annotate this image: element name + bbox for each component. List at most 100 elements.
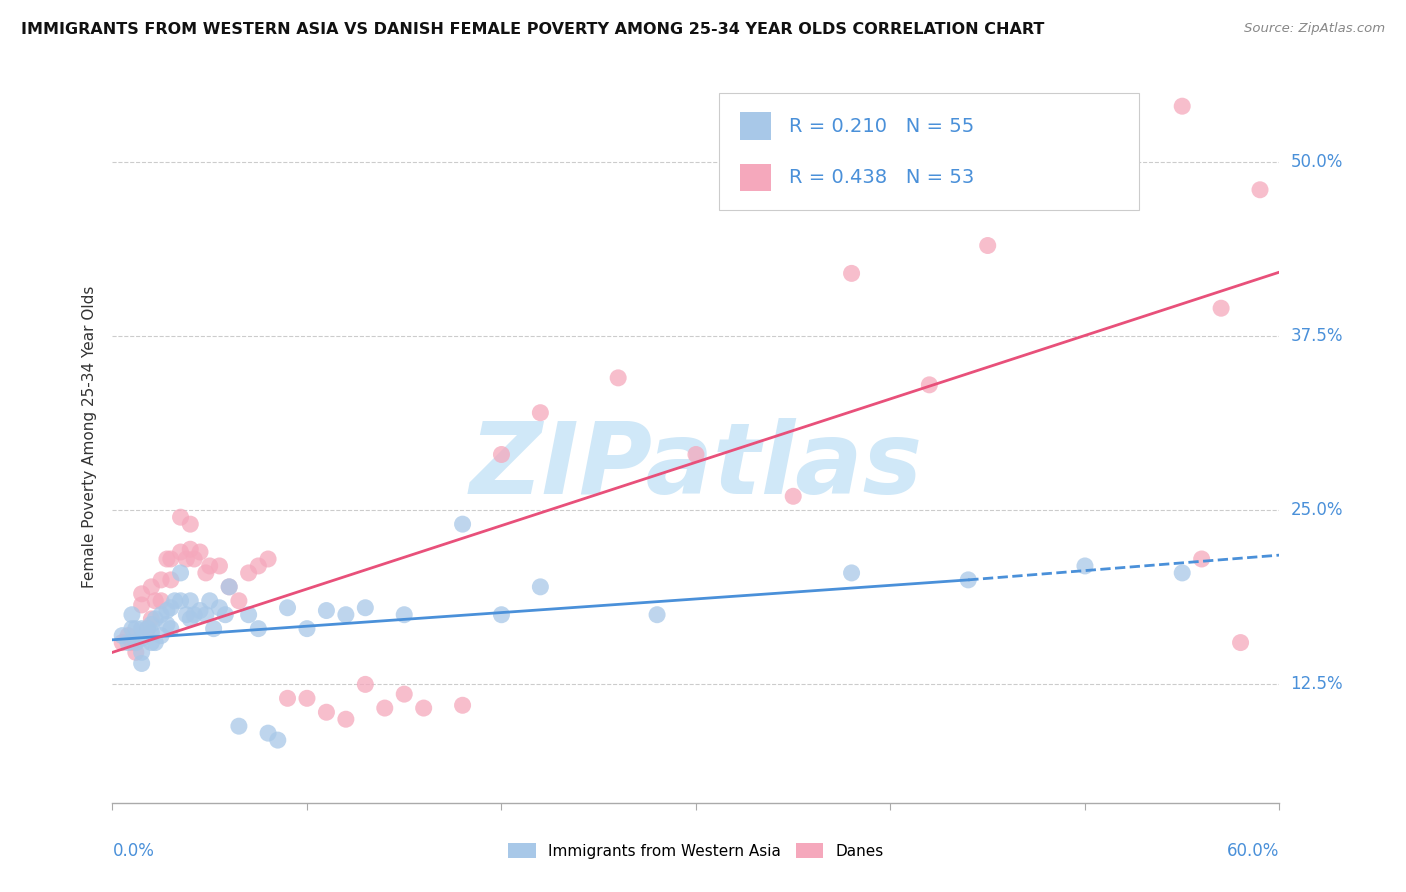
Point — [354, 600, 377, 615]
Bar — [741, 163, 772, 191]
Point — [685, 448, 707, 462]
Point — [121, 622, 143, 636]
Text: 50.0%: 50.0% — [1291, 153, 1343, 171]
Y-axis label: Female Poverty Among 25-34 Year Olds: Female Poverty Among 25-34 Year Olds — [82, 286, 97, 588]
Point — [198, 558, 221, 573]
Point — [150, 594, 173, 608]
Point — [117, 629, 139, 643]
Point — [194, 566, 217, 580]
Point — [374, 701, 396, 715]
Point — [228, 594, 250, 608]
Point — [141, 612, 163, 626]
Text: IMMIGRANTS FROM WESTERN ASIA VS DANISH FEMALE POVERTY AMONG 25-34 YEAR OLDS CORR: IMMIGRANTS FROM WESTERN ASIA VS DANISH F… — [21, 22, 1045, 37]
Point — [160, 573, 183, 587]
Point — [176, 552, 198, 566]
Point — [141, 625, 163, 640]
Point — [111, 635, 134, 649]
Point — [121, 607, 143, 622]
Point — [141, 635, 163, 649]
Point — [179, 542, 201, 557]
Point — [160, 552, 183, 566]
Point — [451, 698, 474, 713]
Text: Source: ZipAtlas.com: Source: ZipAtlas.com — [1244, 22, 1385, 36]
Text: 12.5%: 12.5% — [1291, 675, 1343, 693]
Point — [295, 622, 318, 636]
Point — [354, 677, 377, 691]
Point — [218, 580, 240, 594]
Point — [179, 594, 201, 608]
Point — [188, 603, 211, 617]
Point — [143, 594, 166, 608]
Point — [179, 517, 201, 532]
Point — [1171, 99, 1194, 113]
Point — [918, 377, 941, 392]
Point — [276, 691, 298, 706]
Point — [131, 598, 153, 612]
Bar — [741, 112, 772, 140]
Point — [247, 622, 270, 636]
Point — [111, 629, 134, 643]
Point — [335, 607, 357, 622]
Point — [1171, 566, 1194, 580]
Text: 37.5%: 37.5% — [1291, 327, 1343, 345]
Point — [238, 607, 260, 622]
Point — [1074, 190, 1097, 204]
Point — [125, 622, 148, 636]
Point — [169, 594, 191, 608]
Point — [782, 489, 804, 503]
Point — [188, 545, 211, 559]
Point — [957, 573, 980, 587]
Point — [1209, 301, 1232, 316]
Point — [394, 607, 416, 622]
Text: 0.0%: 0.0% — [112, 842, 155, 860]
Point — [1229, 635, 1251, 649]
Point — [198, 594, 221, 608]
Point — [143, 612, 166, 626]
Point — [141, 617, 163, 632]
Point — [194, 607, 217, 622]
Point — [117, 635, 139, 649]
Point — [295, 691, 318, 706]
Point — [169, 545, 191, 559]
Point — [1074, 558, 1097, 573]
Point — [150, 573, 173, 587]
Point — [238, 566, 260, 580]
Point — [141, 580, 163, 594]
Point — [208, 558, 231, 573]
Point — [179, 612, 201, 626]
Point — [131, 632, 153, 646]
Point — [841, 566, 863, 580]
Point — [394, 687, 416, 701]
Point — [183, 607, 205, 622]
Point — [214, 607, 236, 622]
Point — [163, 594, 186, 608]
Text: ZIPatlas: ZIPatlas — [470, 417, 922, 515]
Point — [491, 448, 513, 462]
Point — [131, 587, 153, 601]
Point — [125, 645, 148, 659]
Point — [491, 607, 513, 622]
Point — [841, 266, 863, 280]
Point — [156, 617, 179, 632]
Point — [208, 600, 231, 615]
Point — [156, 603, 179, 617]
Point — [218, 580, 240, 594]
Point — [276, 600, 298, 615]
Point — [160, 622, 183, 636]
Point — [529, 406, 551, 420]
Point — [315, 603, 337, 617]
Point — [136, 622, 159, 636]
Point — [412, 701, 434, 715]
Point — [247, 558, 270, 573]
Point — [1191, 552, 1213, 566]
Point — [169, 566, 191, 580]
Text: R = 0.438   N = 53: R = 0.438 N = 53 — [789, 168, 974, 187]
Text: 25.0%: 25.0% — [1291, 501, 1343, 519]
Point — [529, 580, 551, 594]
Point — [143, 635, 166, 649]
Legend: Immigrants from Western Asia, Danes: Immigrants from Western Asia, Danes — [502, 837, 890, 864]
Point — [257, 726, 280, 740]
Point — [131, 645, 153, 659]
Point — [976, 238, 998, 252]
Point — [451, 517, 474, 532]
